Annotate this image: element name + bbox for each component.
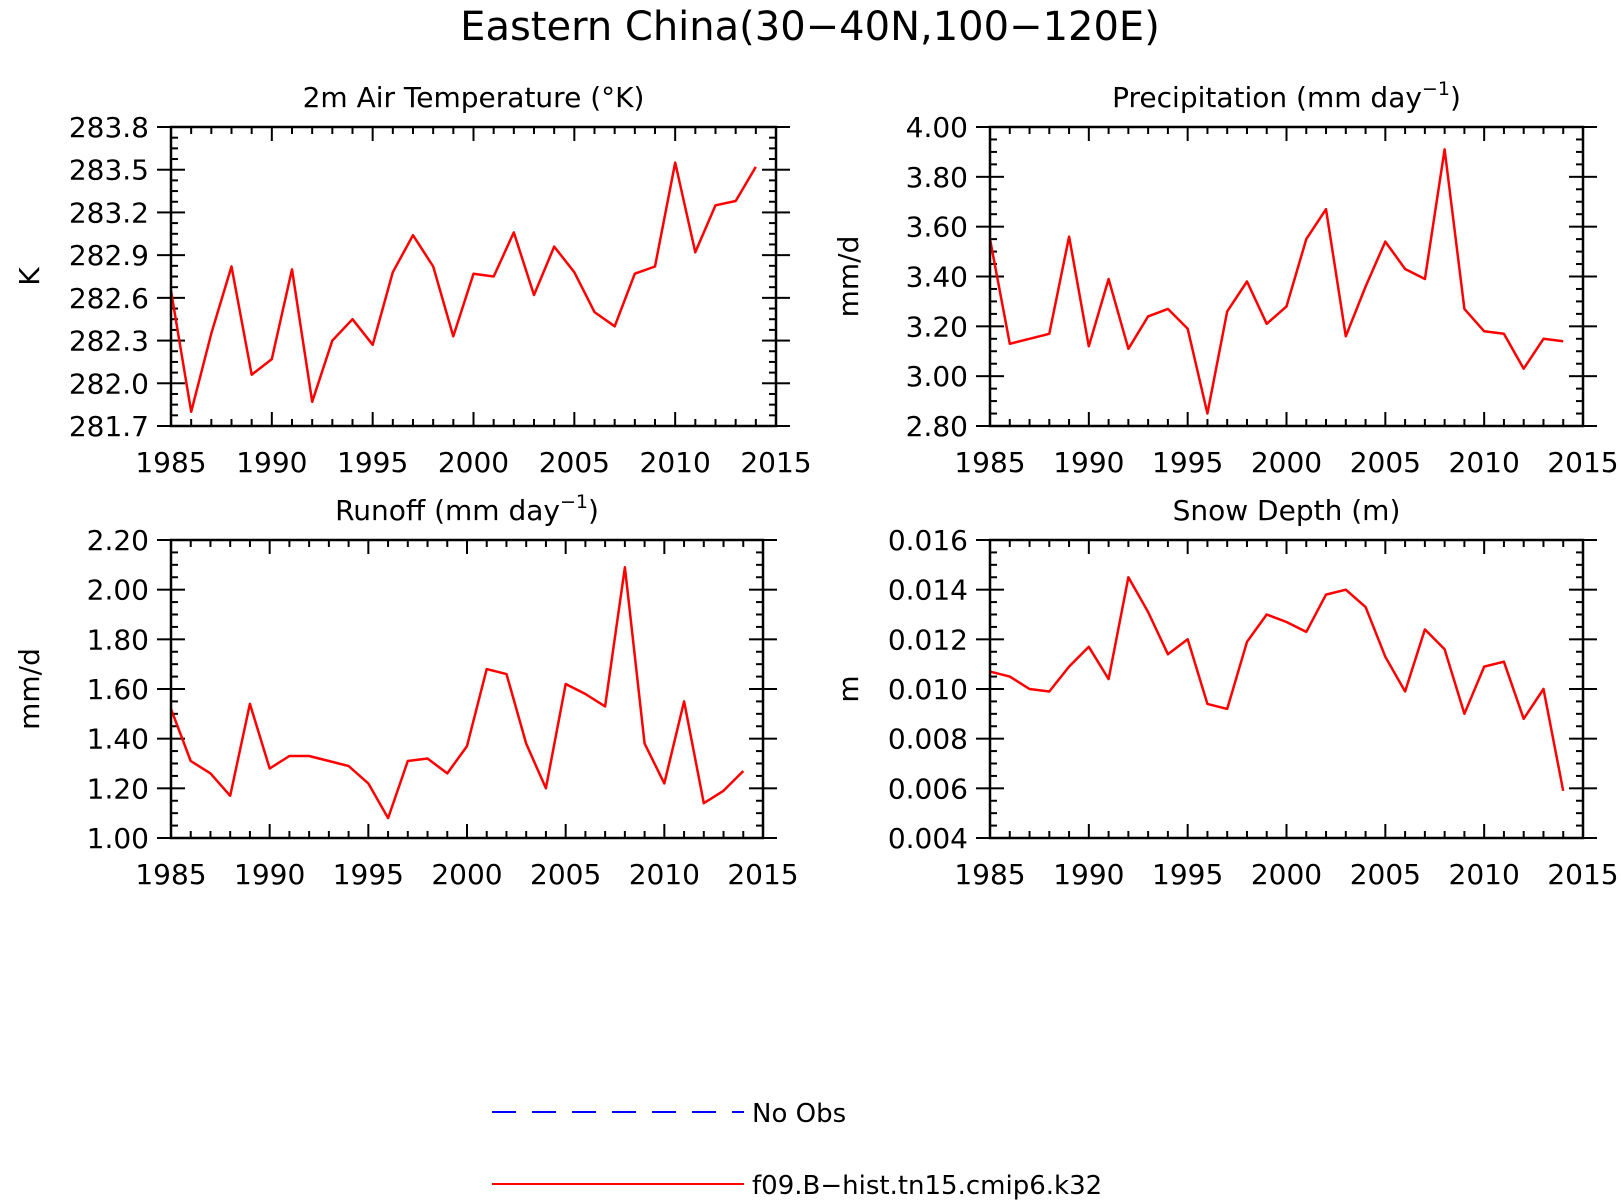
- legend: No Obs f09.B−hist.tn15.cmip6.k32: [492, 1099, 1102, 1200]
- y-tick-label: 0.012: [888, 623, 968, 656]
- panel-title-text: Runoff (mm day: [335, 494, 560, 527]
- figure-title: Eastern China(30−40N,100−120E): [460, 4, 1160, 50]
- x-tick-label: 2015: [1547, 858, 1618, 891]
- x-tick-label: 2005: [539, 446, 610, 479]
- panel-title: Snow Depth (m): [1173, 494, 1401, 527]
- y-tick-label: 2.20: [87, 524, 149, 557]
- legend-label-model: f09.B−hist.tn15.cmip6.k32: [752, 1171, 1102, 1200]
- x-tick-label: 1995: [337, 446, 408, 479]
- y-tick-label: 0.014: [888, 574, 968, 607]
- y-tick-label: 0.008: [888, 723, 968, 756]
- x-tick-label: 2010: [640, 446, 711, 479]
- series-line: [989, 576, 1565, 792]
- y-tick-label: 283.5: [69, 154, 149, 187]
- x-tick-label: 1985: [954, 446, 1025, 479]
- panel-runoff: Runoff (mm day−1) mm/d 1985 1990 1995 2000 200…: [13, 491, 799, 891]
- y-axis-label: K: [13, 267, 46, 286]
- y-axis-label: mm/d: [13, 648, 46, 730]
- plot-frame: [988, 125, 1585, 428]
- x-tick-label: 2015: [740, 446, 811, 479]
- panel-title-superscript: −1: [560, 491, 588, 513]
- x-tick-label: 1990: [1053, 858, 1124, 891]
- series-line: [169, 161, 757, 414]
- y-tick-label: 1.20: [87, 772, 149, 805]
- x-tick-label: 1990: [236, 446, 307, 479]
- plot-frame: [169, 538, 765, 840]
- y-tick-label: 3.80: [906, 161, 968, 194]
- panel-title-text: 2m Air Temperature (°K): [303, 81, 645, 114]
- y-tick-label: 283.2: [69, 196, 149, 229]
- y-tick-label: 3.60: [906, 211, 968, 244]
- y-tick-label: 3.20: [906, 310, 968, 343]
- y-tick-label: 0.004: [888, 822, 968, 855]
- y-tick-label: 4.00: [906, 111, 968, 144]
- x-tick-label: 2000: [431, 858, 502, 891]
- x-tick-label: 1995: [1152, 446, 1223, 479]
- panel-title-text: Snow Depth (m): [1173, 494, 1401, 527]
- y-tick-label: 0.010: [888, 673, 968, 706]
- y-tick-label: 282.9: [69, 239, 149, 272]
- y-tick-label: 282.3: [69, 325, 149, 358]
- y-tick-label: 283.8: [69, 111, 149, 144]
- x-tick-label: 2010: [629, 858, 700, 891]
- x-tick-label: 1990: [1053, 446, 1124, 479]
- x-tick-label: 2000: [438, 446, 509, 479]
- y-tick-label: 282.6: [69, 282, 149, 315]
- x-tick-label: 1995: [333, 858, 404, 891]
- x-tick-label: 2005: [1350, 858, 1421, 891]
- panel-title: Precipitation (mm day−1): [1112, 78, 1461, 114]
- panel-title-end: ): [1450, 81, 1461, 114]
- x-tick-label: 1990: [234, 858, 305, 891]
- y-axis-label: m: [832, 675, 865, 702]
- x-tick-label: 1995: [1152, 858, 1223, 891]
- panel-title-text: Precipitation (mm day: [1112, 81, 1422, 114]
- x-tick-label: 2005: [1350, 446, 1421, 479]
- y-tick-label: 2.80: [906, 410, 968, 443]
- y-tick-label: 0.006: [888, 772, 968, 805]
- panel-precipitation: Precipitation (mm day−1) mm/d 1985 1990 1995…: [832, 78, 1619, 479]
- panel-snow-depth: Snow Depth (m) m 1985 1990 1995 2000 2005 2010 2…: [832, 494, 1619, 891]
- y-tick-label: 3.00: [906, 360, 968, 393]
- x-tick-label: 2010: [1449, 446, 1520, 479]
- y-tick-label: 3.40: [906, 261, 968, 294]
- x-tick-label: 2010: [1449, 858, 1520, 891]
- panel-title-end: ): [588, 494, 599, 527]
- x-tick-label: 1985: [135, 446, 206, 479]
- x-tick-label: 2015: [727, 858, 798, 891]
- x-tick-label: 2015: [1547, 446, 1618, 479]
- plot-frame: [988, 538, 1585, 840]
- series-line: [169, 566, 745, 820]
- y-tick-label: 282.0: [69, 367, 149, 400]
- panel-title: 2m Air Temperature (°K): [303, 81, 645, 114]
- x-tick-label: 2000: [1251, 446, 1322, 479]
- panel-title: Runoff (mm day−1): [335, 491, 599, 527]
- y-tick-label: 1.60: [87, 673, 149, 706]
- panel-air-temperature: 2m Air Temperature (°K) K 1985 1990 1995 2000…: [13, 81, 812, 479]
- y-tick-label: 1.00: [87, 822, 149, 855]
- panel-title-superscript: −1: [1422, 78, 1450, 100]
- legend-label-no-obs: No Obs: [752, 1099, 846, 1129]
- x-tick-label: 1985: [954, 858, 1025, 891]
- x-tick-label: 2000: [1251, 858, 1322, 891]
- y-tick-label: 0.016: [888, 524, 968, 557]
- y-tick-label: 1.80: [87, 623, 149, 656]
- y-tick-label: 281.7: [69, 410, 149, 443]
- y-tick-label: 2.00: [87, 574, 149, 607]
- plot-frame: [169, 125, 778, 428]
- y-tick-label: 1.40: [87, 723, 149, 756]
- y-axis-label: mm/d: [832, 236, 865, 318]
- x-tick-label: 2005: [530, 858, 601, 891]
- series-line: [988, 148, 1564, 415]
- x-tick-label: 1985: [135, 858, 206, 891]
